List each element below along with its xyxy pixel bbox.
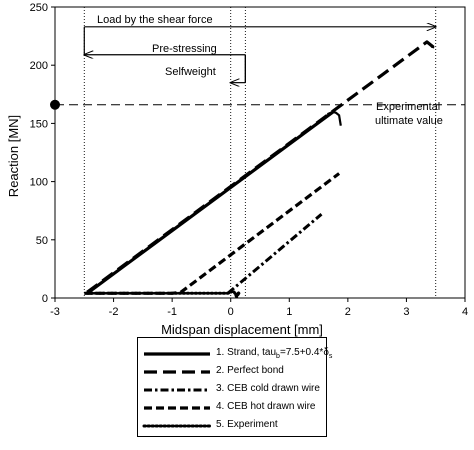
series-layer: [50, 40, 465, 299]
legend: 1. Strand, taub=7.5+0.4*δs 2. Perfect bo…: [137, 337, 332, 437]
x-tick-label: -2: [109, 306, 119, 318]
legend-strand-formula: =7.5+0.4*: [279, 347, 324, 358]
axes: -3 -2 -1 0 1 2 3 4 0 50 100 150 200 250: [30, 2, 468, 318]
y-tick-label: 50: [36, 235, 48, 247]
legend-label-strand: 1. Strand, taub=7.5+0.4*δs: [216, 347, 332, 360]
experimental-marker: [50, 99, 60, 110]
legend-swatch-long-dash: [144, 370, 210, 374]
legend-item-cold-drawn: 3. CEB cold drawn wire: [138, 382, 326, 398]
legend-swatch-dash: [144, 406, 210, 410]
annotation-experimental: Experimental: [376, 101, 440, 113]
x-tick-label: 4: [462, 306, 468, 318]
x-axis-label: Midspan displacement [mm]: [161, 322, 323, 337]
legend-swatch-solid: [144, 352, 210, 356]
y-tick-label: 150: [30, 118, 48, 130]
x-tick-label: 0: [228, 306, 234, 318]
y-tick-label: 0: [42, 293, 48, 305]
series-line-dash-dot: [226, 213, 323, 295]
annotation-ultimate-value: ultimate value: [375, 115, 443, 127]
y-tick-label: 250: [30, 2, 48, 14]
legend-item-experiment: 5. Experiment: [138, 418, 326, 434]
legend-label-perfect-bond: 2. Perfect bond: [216, 365, 284, 376]
legend-swatch-dash-dot: [144, 388, 210, 392]
annotation-load-shear: Load by the shear force: [97, 14, 213, 26]
annotations: Load by the shear force Pre-stressing Self…: [84, 14, 443, 127]
series-line-strand-peak: [326, 110, 342, 126]
legend-strand-text: 1. Strand, tau: [216, 347, 277, 358]
x-tick-label: -3: [50, 306, 60, 318]
y-tick-label: 200: [30, 60, 48, 72]
legend-label-experiment: 5. Experiment: [216, 419, 278, 430]
x-tick-label: 2: [345, 306, 351, 318]
legend-strand-delta: δ: [323, 347, 329, 358]
legend-swatch-dotted: [142, 424, 212, 428]
plot-frame: [54, 6, 466, 299]
legend-item-strand: 1. Strand, taub=7.5+0.4*δs: [138, 346, 332, 362]
legend-strand-sub-b: b: [276, 353, 280, 360]
y-axis-label: Reaction [MN]: [6, 115, 21, 197]
legend-label-hot-drawn: 4. CEB hot drawn wire: [216, 401, 316, 412]
legend-item-perfect-bond: 2. Perfect bond: [138, 364, 326, 380]
y-tick-label: 100: [30, 177, 48, 189]
series-line-dotted: [85, 289, 241, 299]
series-line-long-dash: [86, 40, 435, 294]
annotation-prestressing: Pre-stressing: [152, 43, 217, 55]
x-tick-label: 1: [286, 306, 292, 318]
x-tick-label: 3: [403, 306, 409, 318]
legend-label-cold-drawn: 3. CEB cold drawn wire: [216, 383, 320, 394]
legend-item-hot-drawn: 4. CEB hot drawn wire: [138, 400, 326, 416]
legend-strand-sub-s: s: [328, 353, 333, 360]
annotation-selfweight: Selfweight: [165, 66, 216, 78]
x-tick-label: -1: [167, 306, 177, 318]
